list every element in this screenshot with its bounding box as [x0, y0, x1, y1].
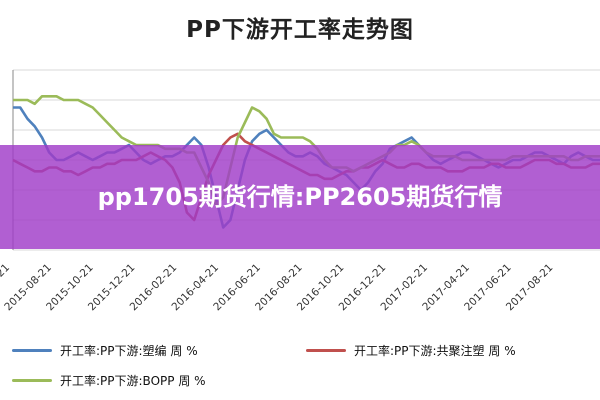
- x-tick-labels: 2015-06-212015-08-212015-10-212015-12-21…: [0, 262, 556, 314]
- legend-swatch-suobian: [12, 349, 52, 352]
- legend-item-suobian: 开工率:PP下游:塑编 周 %: [12, 342, 198, 359]
- banner-text: pp1705期货行情:PP2605期货行情: [97, 183, 503, 211]
- legend-label-gongju: 开工率:PP下游:共聚注塑 周 %: [354, 344, 516, 358]
- chart-title: PP下游开工率走势图: [186, 17, 414, 43]
- overlay-banner[interactable]: pp1705期货行情:PP2605期货行情: [0, 145, 600, 249]
- legend-label-bopp: 开工率:PP下游:BOPP 周 %: [60, 374, 206, 388]
- legend-item-gongju: 开工率:PP下游:共聚注塑 周 %: [306, 342, 516, 359]
- legend-label-suobian: 开工率:PP下游:塑编 周 %: [60, 344, 198, 358]
- legend-item-bopp: 开工率:PP下游:BOPP 周 %: [12, 372, 206, 389]
- legend-swatch-bopp: [12, 379, 52, 382]
- legend-swatch-gongju: [306, 349, 346, 352]
